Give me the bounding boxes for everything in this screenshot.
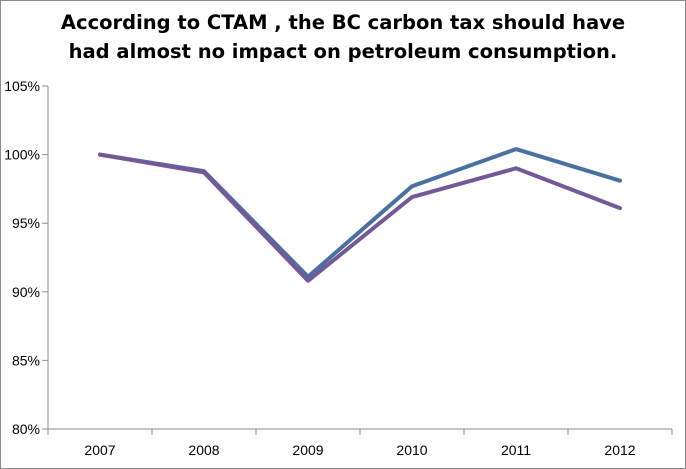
- chart-title-line-1: According to CTAM , the BC carbon tax sh…: [60, 11, 626, 34]
- series-lines: [98, 147, 622, 283]
- tick-labels: 80% 85% 90% 95% 100% 105% 2007 2008 2009 2010 2011…: [4, 78, 636, 458]
- y-tick-label: 85%: [12, 352, 40, 368]
- y-tick-label: 100%: [4, 147, 40, 163]
- y-tick-label: 105%: [4, 78, 40, 94]
- y-tick-label: 95%: [12, 215, 40, 231]
- x-tick-label: 2008: [188, 442, 219, 458]
- chart-title-line-2: had almost no impact on petroleum consum…: [68, 40, 618, 63]
- x-tick-label: 2007: [84, 442, 115, 458]
- x-tick-label: 2011: [501, 442, 531, 458]
- y-tick-label: 90%: [12, 284, 40, 300]
- x-tick-label: 2010: [396, 442, 427, 458]
- x-tick-label: 2012: [604, 442, 635, 458]
- series-line-2: [98, 152, 622, 283]
- x-tick-label: 2009: [292, 442, 323, 458]
- y-tick-label: 80%: [12, 421, 40, 437]
- axes: [42, 85, 673, 435]
- chart-title: According to CTAM , the BC carbon tax sh…: [0, 8, 686, 66]
